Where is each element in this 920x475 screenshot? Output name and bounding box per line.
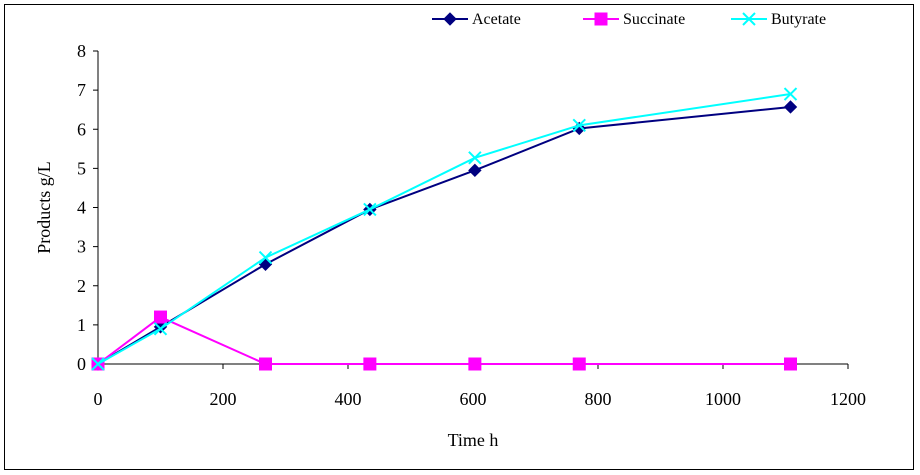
butyrate-point [468,151,482,165]
y-tick-label: 6 [77,119,86,139]
succinate-line [97,315,791,365]
y-tick-label: 2 [77,276,86,296]
series-layer [91,87,798,371]
legend-marker [594,12,608,26]
y-tick-label: 3 [77,237,86,257]
acetate-line [97,105,791,365]
succinate-point [572,357,586,371]
legend-label: Butyrate [771,11,826,28]
x-tick-label: 0 [94,389,103,409]
legend: Acetate Succinate Butyrate [432,11,826,28]
succinate-point [363,357,377,371]
x-tick-label: 200 [210,389,237,409]
butyrate-point [153,322,168,336]
succinate-point [154,310,167,324]
x-tick-label: 400 [335,389,362,409]
x-tick-label: 600 [460,389,487,409]
succinate-point [468,357,482,371]
y-tick-label: 5 [77,158,86,178]
legend-marker [443,12,457,26]
acetate-point [468,163,482,178]
x-tick-label: 1000 [705,389,741,409]
succinate-point [259,357,272,371]
acetate-point [783,100,798,114]
legend-label: Acetate [472,11,521,28]
butyrate-point [783,87,798,101]
butyrate-point [91,357,105,371]
x-tick-label: 800 [585,389,612,409]
y-tick-label: 0 [77,354,86,374]
legend-item-succinate: Succinate [583,11,685,28]
butyrate-point [258,250,273,265]
legend-marker [742,12,756,26]
x-axis-title: Time h [448,430,499,450]
butyrate-line [97,93,791,365]
legend-item-acetate: Acetate [432,11,521,28]
series-succinate [91,310,797,371]
y-tick-label: 1 [77,315,86,335]
succinate-point [784,357,797,371]
y-tick-label: 7 [77,80,86,100]
y-axis-title: Products g/L [34,161,54,254]
axes: 0 1 2 3 4 5 6 7 8 0 200 400 600 800 1000 1200 [77,41,866,409]
series-acetate [91,100,798,371]
legend-item-butyrate: Butyrate [731,11,826,28]
butyrate-point [363,202,377,217]
y-tick-label: 8 [77,41,86,61]
chart-frame [4,4,914,470]
legend-label: Succinate [623,11,685,28]
x-tick-label: 1200 [830,389,866,409]
series-butyrate [91,87,798,371]
butyrate-point [572,118,586,133]
y-tick-label: 4 [77,198,86,218]
